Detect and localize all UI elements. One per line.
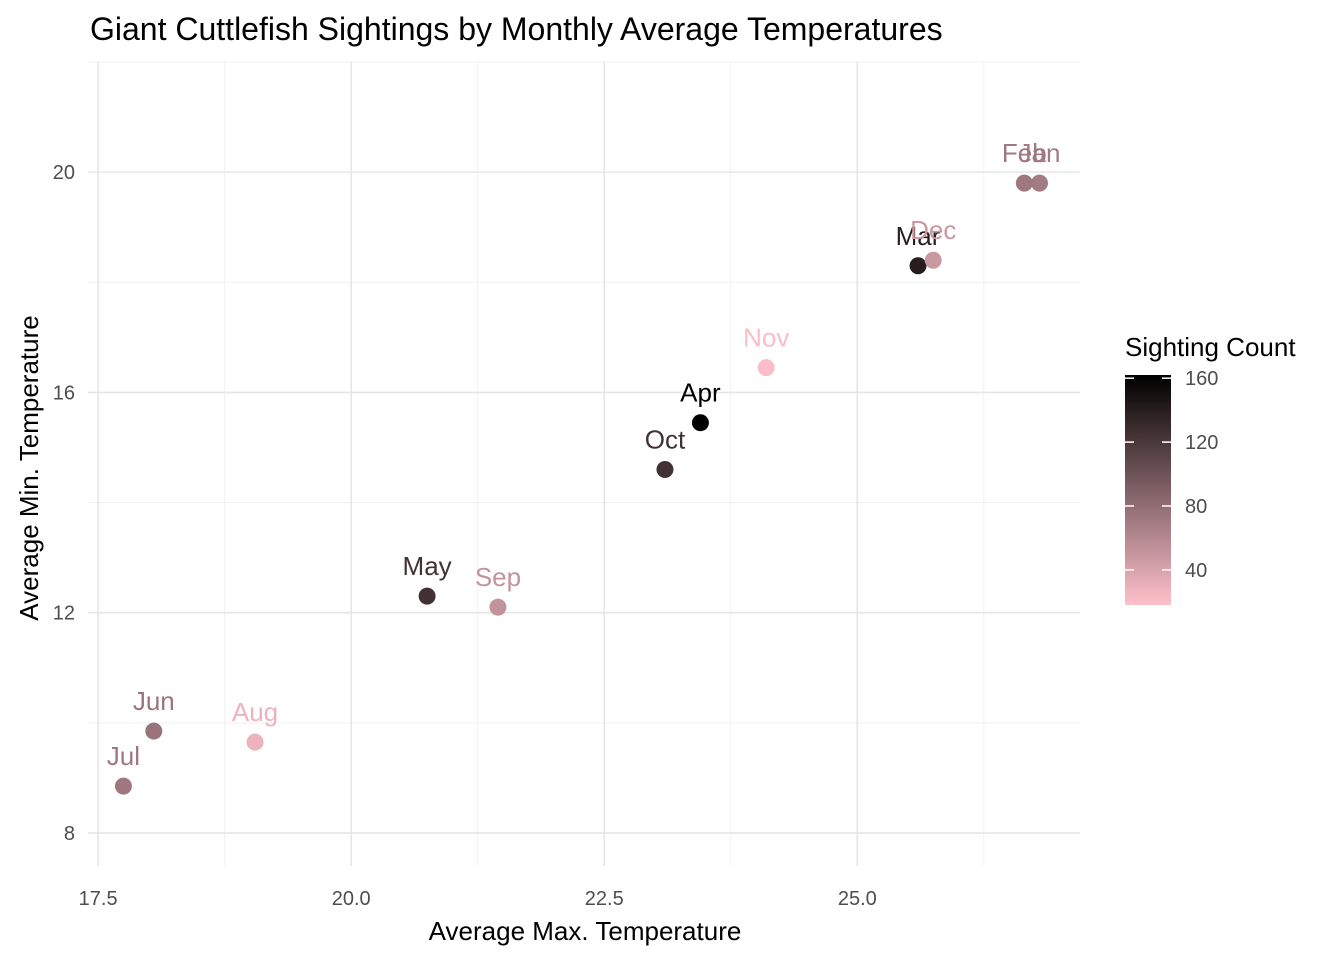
data-point xyxy=(1031,174,1049,192)
x-tick-label: 22.5 xyxy=(585,888,624,910)
legend: Sighting Count 40 80 120 160 xyxy=(1125,332,1296,605)
data-point xyxy=(757,359,775,377)
data-point xyxy=(909,257,927,275)
point-label: Jul xyxy=(107,741,140,771)
data-point xyxy=(246,733,264,751)
legend-colorbar xyxy=(1125,375,1171,605)
data-point xyxy=(145,722,163,740)
point-label: Mar xyxy=(896,221,941,251)
data-point xyxy=(924,251,942,269)
data-point xyxy=(114,777,132,795)
y-tick-label: 12 xyxy=(53,603,75,625)
chart-title: Giant Cuttlefish Sightings by Monthly Av… xyxy=(90,11,943,47)
data-point xyxy=(1015,174,1033,192)
x-tick-label: 17.5 xyxy=(79,888,118,910)
point-label: May xyxy=(403,551,452,581)
legend-tick-label: 160 xyxy=(1185,368,1218,390)
legend-tick-label: 120 xyxy=(1185,432,1218,454)
y-tick-label: 16 xyxy=(53,382,75,404)
point-label: Feb xyxy=(1002,138,1047,168)
data-point xyxy=(489,598,507,616)
point-label: Dec xyxy=(910,215,956,245)
y-axis-ticks: 8 12 16 20 xyxy=(53,162,75,845)
legend-ticks: 40 80 120 160 xyxy=(1125,368,1218,582)
point-label: Oct xyxy=(645,425,686,455)
point-label: Aug xyxy=(232,697,278,727)
y-axis-title: Average Min. Temperature xyxy=(14,315,44,620)
x-tick-label: 20.0 xyxy=(332,888,371,910)
point-label: Sep xyxy=(475,562,521,592)
y-tick-label: 8 xyxy=(64,823,75,845)
x-axis-ticks: 17.5 20.0 22.5 25.0 xyxy=(79,888,877,910)
point-label: Nov xyxy=(743,323,789,353)
legend-tick-label: 40 xyxy=(1185,560,1207,582)
x-tick-label: 25.0 xyxy=(838,888,877,910)
data-points xyxy=(114,174,1049,795)
legend-title: Sighting Count xyxy=(1125,332,1296,362)
grid xyxy=(88,61,1080,866)
point-label: Apr xyxy=(680,378,721,408)
data-point xyxy=(656,461,674,479)
y-tick-label: 20 xyxy=(53,162,75,184)
data-point xyxy=(691,414,709,432)
point-label: Jan xyxy=(1019,138,1061,168)
data-point xyxy=(418,587,436,605)
x-axis-title: Average Max. Temperature xyxy=(429,916,742,946)
point-label: Jun xyxy=(133,686,175,716)
legend-tick-label: 80 xyxy=(1185,496,1207,518)
